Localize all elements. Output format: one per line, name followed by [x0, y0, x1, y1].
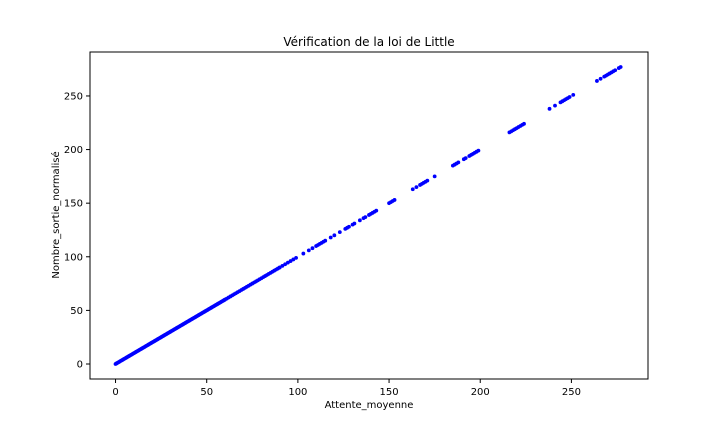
x-tick-label-50: 50 — [200, 387, 213, 398]
data-point-226 — [595, 79, 599, 83]
data-point-216 — [522, 121, 526, 126]
x-tick-label-200: 200 — [471, 387, 490, 398]
x-tick-label-0: 0 — [112, 387, 118, 398]
data-point-183 — [374, 208, 379, 213]
data-point-236 — [618, 65, 623, 69]
data-point-159 — [301, 251, 306, 256]
chart-title: Vérification de la loi de Little — [283, 35, 454, 49]
data-point-189 — [414, 185, 419, 189]
y-tick-label-150: 150 — [64, 199, 83, 210]
data-point-234 — [613, 68, 618, 73]
data-point-217 — [547, 106, 552, 111]
data-point-224 — [567, 95, 572, 99]
data-point-170 — [337, 230, 342, 235]
x-axis-label: Attente_moyenne — [325, 400, 414, 411]
data-point-167 — [323, 238, 328, 243]
data-point-195 — [432, 174, 437, 179]
data-point-168 — [328, 235, 333, 240]
data-point-218 — [553, 103, 557, 108]
y-tick-label-250: 250 — [64, 91, 83, 102]
y-tick-label-0: 0 — [77, 359, 83, 370]
x-tick-label-100: 100 — [288, 387, 307, 398]
y-tick-label-200: 200 — [64, 145, 83, 156]
data-point-157 — [291, 257, 296, 262]
x-axis-ticks: 0 50 100 150 200 250 — [112, 379, 581, 398]
data-point-158 — [294, 255, 298, 260]
data-point-155 — [285, 260, 290, 265]
data-point-153 — [280, 263, 285, 268]
data-point-188 — [410, 187, 415, 192]
data-point-178 — [363, 215, 368, 220]
data-point-194 — [425, 178, 430, 183]
data-point-225 — [571, 92, 576, 97]
x-tick-label-150: 150 — [380, 387, 399, 398]
data-point-160 — [306, 248, 311, 253]
data-point-176 — [357, 218, 362, 223]
data-point-161 — [310, 246, 315, 251]
data-point-199 — [456, 160, 461, 165]
y-axis-label: Nombre_sortie_normalisé — [50, 151, 62, 278]
y-axis-ticks: 0 50 100 150 200 250 — [64, 91, 90, 370]
data-point-227 — [598, 76, 603, 81]
data-point-173 — [347, 224, 351, 229]
plot-area-frame — [89, 51, 649, 380]
y-tick-label-50: 50 — [70, 306, 83, 317]
data-point-169 — [332, 233, 337, 238]
data-points-layer — [113, 65, 623, 366]
data-point-207 — [476, 148, 481, 153]
y-tick-label-100: 100 — [64, 252, 83, 263]
data-point-201 — [463, 156, 468, 161]
x-tick-label-250: 250 — [562, 387, 581, 398]
data-point-175 — [352, 221, 357, 226]
data-point-187 — [392, 198, 397, 202]
